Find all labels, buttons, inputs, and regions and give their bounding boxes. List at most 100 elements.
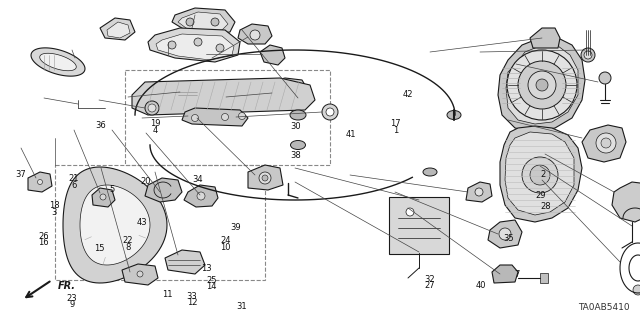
- Circle shape: [259, 172, 271, 184]
- Text: 27: 27: [425, 281, 435, 290]
- Polygon shape: [107, 22, 130, 38]
- Polygon shape: [31, 48, 85, 76]
- Polygon shape: [248, 165, 283, 190]
- Text: 31: 31: [237, 302, 247, 311]
- Polygon shape: [148, 28, 240, 62]
- Circle shape: [197, 192, 205, 200]
- Polygon shape: [122, 264, 158, 285]
- Polygon shape: [540, 273, 548, 283]
- Circle shape: [191, 115, 198, 122]
- Text: 17: 17: [390, 119, 401, 128]
- Circle shape: [518, 61, 566, 109]
- Text: 15: 15: [94, 244, 104, 253]
- Text: TA0AB5410: TA0AB5410: [579, 303, 630, 312]
- Polygon shape: [28, 172, 52, 192]
- Polygon shape: [80, 185, 150, 265]
- Text: 5: 5: [109, 185, 115, 194]
- Polygon shape: [612, 182, 640, 222]
- Circle shape: [262, 175, 268, 181]
- Text: 33: 33: [187, 292, 197, 300]
- Text: 18: 18: [49, 201, 60, 210]
- FancyBboxPatch shape: [389, 197, 449, 254]
- Text: 6: 6: [71, 181, 76, 189]
- Circle shape: [186, 18, 194, 26]
- Polygon shape: [165, 250, 205, 274]
- Circle shape: [536, 79, 548, 91]
- Polygon shape: [145, 178, 182, 202]
- Polygon shape: [265, 78, 308, 104]
- Text: 8: 8: [125, 243, 131, 252]
- Polygon shape: [530, 28, 560, 48]
- Text: 42: 42: [403, 90, 413, 99]
- Polygon shape: [492, 265, 518, 283]
- Polygon shape: [92, 188, 115, 207]
- Text: 35: 35: [504, 234, 514, 243]
- Text: 36: 36: [96, 121, 106, 130]
- Text: 40: 40: [476, 281, 486, 290]
- Circle shape: [406, 208, 414, 216]
- Circle shape: [137, 271, 143, 277]
- Text: 22: 22: [123, 236, 133, 245]
- Text: 20: 20: [141, 177, 151, 186]
- Polygon shape: [63, 167, 167, 283]
- Text: 21: 21: [68, 174, 79, 183]
- Polygon shape: [182, 108, 248, 126]
- Text: 19: 19: [150, 119, 160, 128]
- Circle shape: [239, 113, 246, 120]
- Circle shape: [530, 165, 550, 185]
- Circle shape: [326, 108, 334, 116]
- Circle shape: [194, 38, 202, 46]
- Circle shape: [148, 104, 156, 112]
- Bar: [125, 70, 330, 165]
- Ellipse shape: [291, 140, 305, 150]
- Text: 7: 7: [515, 271, 520, 279]
- Polygon shape: [260, 45, 285, 65]
- Text: 9: 9: [69, 300, 74, 309]
- Circle shape: [275, 88, 282, 95]
- Text: 10: 10: [220, 243, 230, 252]
- Polygon shape: [175, 82, 200, 100]
- Text: 34: 34: [192, 175, 202, 184]
- Circle shape: [322, 104, 338, 120]
- Circle shape: [633, 285, 640, 295]
- Circle shape: [100, 194, 106, 200]
- Text: 37: 37: [15, 170, 26, 179]
- Text: 39: 39: [230, 223, 241, 232]
- Polygon shape: [238, 24, 272, 44]
- Text: 11: 11: [163, 290, 173, 299]
- Text: 1: 1: [393, 126, 398, 135]
- Text: 24: 24: [220, 236, 230, 245]
- Polygon shape: [178, 12, 228, 32]
- Polygon shape: [506, 46, 578, 124]
- Text: 43: 43: [137, 218, 147, 227]
- Polygon shape: [172, 8, 235, 35]
- Circle shape: [145, 101, 159, 115]
- Text: 29: 29: [536, 191, 546, 200]
- Text: 25: 25: [206, 276, 216, 285]
- Circle shape: [475, 188, 483, 196]
- Circle shape: [507, 50, 577, 120]
- Text: 14: 14: [206, 282, 216, 291]
- Text: 2: 2: [540, 170, 545, 179]
- Circle shape: [250, 30, 260, 40]
- Text: 30: 30: [291, 122, 301, 131]
- Polygon shape: [488, 220, 522, 248]
- Circle shape: [601, 138, 611, 148]
- Circle shape: [528, 71, 556, 99]
- Bar: [55, 165, 265, 280]
- Text: 26: 26: [38, 232, 49, 241]
- Polygon shape: [100, 18, 135, 40]
- Text: 32: 32: [425, 275, 435, 284]
- Circle shape: [216, 44, 224, 52]
- Ellipse shape: [290, 110, 306, 120]
- Polygon shape: [505, 132, 574, 215]
- Text: 16: 16: [38, 238, 49, 247]
- Polygon shape: [184, 185, 218, 207]
- Circle shape: [596, 133, 616, 153]
- Polygon shape: [156, 34, 234, 60]
- Text: FR.: FR.: [58, 281, 76, 291]
- Text: 4: 4: [152, 126, 157, 135]
- Circle shape: [168, 41, 176, 49]
- Circle shape: [294, 86, 301, 93]
- Circle shape: [499, 228, 511, 240]
